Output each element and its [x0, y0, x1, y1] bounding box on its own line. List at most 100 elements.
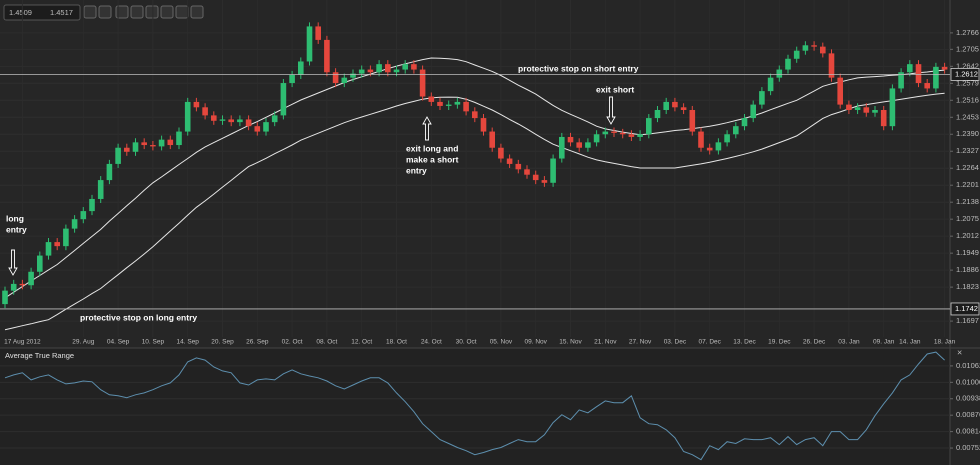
indicator-button[interactable] [130, 5, 144, 19]
candle-body [663, 101, 669, 110]
envelope-line [4, 92, 945, 331]
x-tick-label: 24. Oct [421, 339, 442, 346]
candle-body [532, 174, 539, 181]
zoom-in-button[interactable] [83, 5, 97, 19]
candle-body [898, 72, 904, 89]
candle-body [559, 136, 565, 159]
candle-body [228, 119, 234, 123]
candle-body [863, 107, 870, 113]
x-tick-label: 09. Jan [873, 339, 895, 346]
candle-body [820, 46, 826, 54]
price-tag [950, 68, 980, 81]
x-tick-label: 14. Sep [176, 339, 199, 346]
x-tick-label: 05. Nov [490, 339, 513, 346]
x-tick-label: 04. Sep [107, 339, 130, 346]
candle-body [567, 136, 574, 143]
x-tick-label: 09. Nov [524, 339, 547, 346]
candle-body [289, 74, 295, 84]
annotation: protective stop on short entry [518, 63, 639, 73]
candle-body [524, 169, 530, 175]
candle-body [211, 115, 217, 121]
candle-body [585, 142, 591, 148]
y-tick-label: 1.1823 [956, 282, 979, 291]
x-tick-label: 10. Sep [142, 339, 165, 346]
candle-body [141, 142, 147, 146]
candle-body [306, 26, 313, 62]
candle-body [715, 142, 722, 151]
candle-body [706, 147, 713, 151]
candle-body [106, 163, 113, 181]
settings-button[interactable] [145, 5, 159, 19]
candle-body [550, 158, 556, 183]
candle-body [880, 109, 887, 127]
candle-body [724, 134, 730, 143]
candle-body [463, 101, 469, 112]
y-tick-label: 0.00938 [956, 394, 980, 403]
candle-body [793, 50, 800, 59]
candle-body [71, 219, 78, 229]
x-tick-label: 26. Sep [246, 339, 269, 346]
x-tick-label: 18. Jan [934, 339, 956, 346]
candle-body [358, 69, 365, 74]
snapshot-button[interactable] [175, 5, 189, 19]
y-tick-label: 0.00814 [956, 427, 980, 436]
y-tick-label: 1.2138 [956, 197, 979, 206]
annotation: entry [406, 165, 427, 175]
candle-body [28, 271, 34, 286]
candle-body [411, 64, 417, 70]
x-tick-label: 29. Aug [72, 339, 94, 346]
draw-button[interactable] [190, 5, 204, 19]
x-tick-label: 21. Nov [594, 339, 617, 346]
y-tick-label: 1.1886 [956, 265, 979, 274]
candle-body [924, 83, 930, 89]
x-tick-label: 30. Oct [456, 339, 477, 346]
y-tick-label: 1.2579 [956, 78, 979, 87]
x-tick-label: 03. Jan [838, 339, 860, 346]
candle-body [37, 255, 43, 272]
candle-body [515, 163, 522, 170]
candle-body [593, 134, 600, 143]
y-tick-label: 1.2390 [956, 129, 979, 138]
envelope-line [4, 57, 945, 299]
zoom-out-button[interactable] [98, 5, 112, 19]
candle-body [193, 101, 200, 108]
x-tick-label: 26. Dec [803, 339, 826, 346]
candle-body [176, 131, 182, 146]
candle-body [837, 77, 843, 105]
chart-type-button[interactable] [115, 5, 129, 19]
y-tick-label: 1.2201 [956, 180, 979, 189]
candle-body [150, 145, 156, 147]
candle-body [219, 119, 226, 121]
close-icon[interactable]: × [957, 347, 962, 357]
x-tick-label: 15. Nov [559, 339, 582, 346]
x-tick-label: 02. Oct [282, 339, 303, 346]
template-button[interactable] [160, 5, 174, 19]
candle-body [45, 242, 52, 256]
candle-body [298, 61, 304, 75]
candle-body [271, 115, 278, 123]
candle-body [637, 134, 643, 137]
x-tick-label: 12. Oct [351, 339, 372, 346]
candle-body [506, 158, 513, 164]
candle-body [254, 126, 261, 132]
candle-body [437, 101, 443, 106]
y-tick-label: 1.2012 [956, 231, 979, 240]
candle-body [498, 147, 504, 159]
x-tick-label: 27. Nov [629, 339, 652, 346]
candle-body [680, 107, 687, 110]
annotation: protective stop on long entry [80, 312, 197, 322]
candle-body [654, 109, 661, 119]
candle-body [158, 139, 165, 147]
candle-body [619, 132, 626, 135]
candle-body [802, 45, 809, 51]
candle-body [428, 96, 435, 102]
candle-body [489, 131, 495, 148]
candle-body [628, 134, 635, 137]
candle-body [10, 283, 17, 291]
candle-body [332, 72, 339, 84]
candle-body [846, 104, 852, 110]
candle-body [933, 66, 939, 89]
ask-price: 1.4517 [50, 8, 73, 17]
candle-body [376, 64, 382, 73]
